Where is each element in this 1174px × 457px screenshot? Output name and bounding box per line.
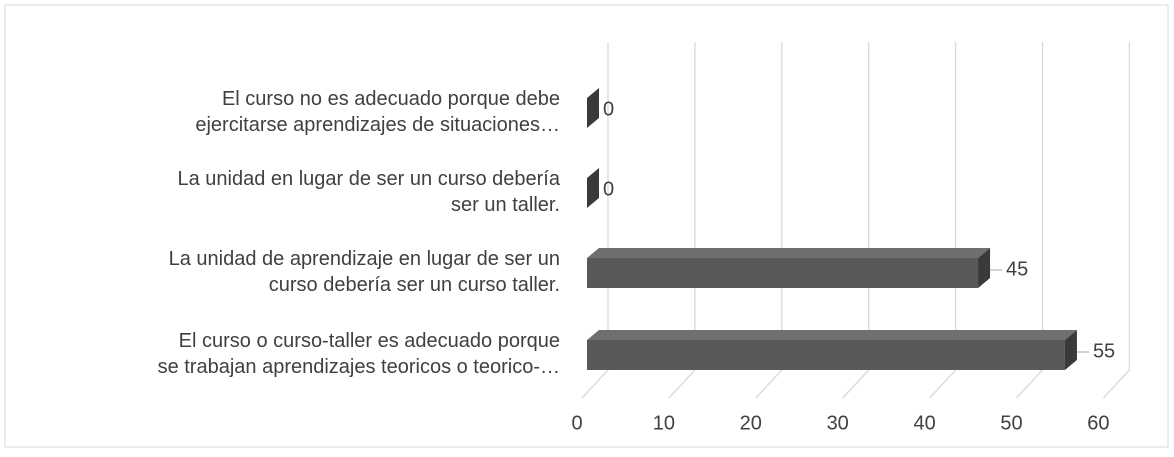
bar-side [587, 88, 599, 128]
floor-line [929, 369, 957, 399]
floor-line [755, 369, 783, 399]
bar-front [587, 258, 979, 288]
bar [587, 330, 1077, 370]
floor-line [1102, 369, 1130, 399]
bar [587, 248, 991, 288]
x-tick-label: 30 [827, 412, 849, 434]
data-label: 0 [603, 178, 614, 200]
y-tick-label: La unidad de aprendizaje en lugar de ser… [169, 248, 560, 296]
data-label: 55 [1093, 340, 1115, 362]
bar-side [1064, 330, 1077, 370]
floor-line [1016, 369, 1043, 399]
y-tick-label: El curso no es adecuado porque debe ejerc… [195, 88, 560, 136]
bar [587, 168, 599, 208]
data-label: 0 [603, 98, 614, 120]
x-tick-label: 10 [653, 412, 675, 434]
bar-front [587, 340, 1065, 370]
x-tick-label: 60 [1087, 412, 1109, 434]
bar-side [978, 248, 991, 288]
floor-line [581, 369, 609, 399]
y-tick-label: La unidad en lugar de ser un curso deber… [178, 168, 561, 216]
data-label: 45 [1006, 258, 1028, 280]
x-tick-label: 40 [913, 412, 935, 434]
x-tick-label: 20 [740, 412, 762, 434]
floor-line [842, 369, 870, 399]
y-tick-label: El curso o curso-taller es adecuado porq… [158, 330, 560, 378]
bar [587, 88, 599, 128]
bar-top [587, 330, 1077, 340]
chart-border [4, 4, 1169, 448]
bar-top [587, 248, 991, 258]
floor-line [668, 369, 696, 399]
bar-side [587, 168, 599, 208]
x-tick-label: 50 [1000, 412, 1022, 434]
x-tick-label: 0 [571, 412, 582, 434]
